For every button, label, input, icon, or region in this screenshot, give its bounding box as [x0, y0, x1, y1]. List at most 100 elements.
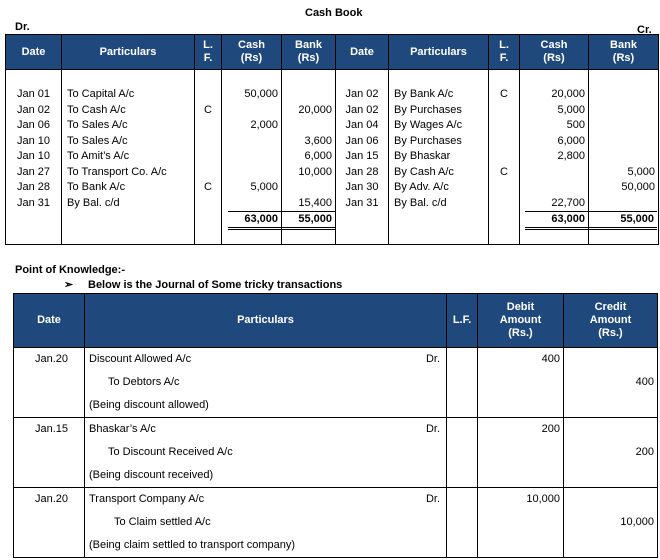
- debit-row-particulars: To Sales A/c: [67, 134, 128, 147]
- credit-amount: 200: [635, 446, 654, 458]
- credit-row-cash: [520, 180, 585, 196]
- debit-row-cash: [222, 196, 278, 212]
- debit-row-date: Jan 28: [16, 181, 51, 193]
- journal-header-debit: Debit Amount (Rs.): [477, 293, 564, 348]
- credit-row-particulars: By Purchases: [394, 103, 462, 116]
- credit-row-cash: [520, 165, 585, 181]
- debit-row-lf: [195, 196, 221, 212]
- debit-row-lf: [195, 149, 221, 165]
- debit-row-lf: [195, 165, 221, 181]
- debit-row-particulars: To Capital A/c: [67, 88, 135, 100]
- credit-row-cash: 500: [566, 119, 585, 131]
- journal-entry: Jan.15 Bhaskar’s A/c Dr. To Discount Receiv…: [13, 417, 658, 488]
- entry-date: Jan.20: [34, 493, 68, 505]
- entry-date: Jan.20: [34, 353, 68, 365]
- journal-table: Date Particulars L.F. Debit Amount (Rs.)…: [13, 293, 658, 558]
- credit-row-particulars: By Adv. A/c: [394, 181, 449, 193]
- journal-entry: Jan.20 Transport Company A/c Dr. To Claim s…: [13, 487, 658, 558]
- entry-date: Jan.15: [34, 423, 68, 435]
- credit-row-cash: 20,000: [551, 88, 585, 100]
- credit-row-date: Jan 04: [345, 119, 379, 131]
- debit-amount: 200: [541, 423, 560, 435]
- credit-row-bank: [589, 134, 655, 150]
- debit-row-cash: [222, 165, 278, 181]
- dr-bank-total: 55,000: [281, 211, 335, 230]
- debit-row-bank: 15,400: [298, 196, 332, 209]
- header-bank-cr: Bank (Rs): [588, 34, 659, 70]
- bullet-icon: ➢: [64, 279, 74, 291]
- credit-row-cash: 5,000: [557, 103, 585, 116]
- credit-row-cash: 22,700: [551, 196, 585, 209]
- header-particulars: Particulars: [61, 34, 195, 70]
- debit-amount: 400: [541, 353, 560, 365]
- debit-row-date: Jan 31: [16, 196, 51, 209]
- credit-row-lf: [489, 103, 519, 119]
- header-cash-cr: Cash (Rs): [519, 34, 589, 70]
- credit-row-cash: 2,800: [557, 150, 585, 162]
- credit-row-date: Jan 02: [345, 88, 379, 100]
- debit-row-date: Jan 02: [16, 103, 51, 116]
- header-date-cr: Date: [335, 34, 389, 70]
- credit-row-lf: [489, 196, 519, 212]
- debit-account: Transport Company A/c: [89, 493, 205, 505]
- debit-row-particulars: By Bal. c/d: [67, 196, 120, 209]
- debit-row-bank: 6,000: [304, 150, 332, 162]
- debit-row-bank: [282, 87, 332, 103]
- debit-amount: 10,000: [526, 493, 560, 505]
- credit-row-lf: C: [500, 88, 508, 100]
- debit-row-date: Jan 10: [16, 134, 51, 147]
- cr-bank-total: 55,000: [588, 211, 657, 230]
- credit-row-particulars: By Bhaskar: [394, 150, 451, 162]
- debit-row-particulars: To Bank A/c: [67, 181, 126, 193]
- debit-row-bank: 3,600: [304, 134, 332, 147]
- credit-account: To Debtors A/c: [108, 376, 180, 388]
- credit-row-lf: [489, 149, 519, 165]
- debit-row-lf: [195, 134, 221, 150]
- credit-row-particulars: By Cash A/c: [394, 165, 454, 178]
- debit-row-bank: [282, 180, 332, 196]
- debit-account: Bhaskar’s A/c: [89, 423, 156, 435]
- credit-row-bank: [589, 149, 655, 165]
- credit-row-bank: [589, 87, 655, 103]
- credit-row-particulars: By Purchases: [394, 134, 462, 147]
- debit-row-date: Jan 01: [16, 88, 51, 100]
- knowledge-subheading: Below is the Journal of Some tricky tran…: [88, 279, 343, 291]
- credit-row-particulars: By Wages A/c: [394, 119, 463, 131]
- debit-row-bank: 20,000: [298, 103, 332, 116]
- header-particulars-cr: Particulars: [388, 34, 489, 70]
- header-lf-cr: L. F.: [488, 34, 520, 70]
- dr-cash-total: 63,000: [228, 211, 281, 230]
- credit-account: To Claim settled A/c: [114, 516, 211, 528]
- credit-account: To Discount Received A/c: [108, 446, 233, 458]
- dr-label: Dr.: [15, 21, 30, 33]
- debit-row-lf: [195, 118, 221, 134]
- debit-row-lf: [195, 87, 221, 103]
- cash-book-table: Date Particulars L. F. Cash (Rs) Bank (R…: [5, 34, 659, 245]
- debit-row-date: Jan 06: [16, 119, 51, 131]
- credit-row-bank: [589, 196, 655, 212]
- journal-header-date: Date: [13, 293, 85, 348]
- debit-row-lf: C: [204, 103, 212, 116]
- header-date: Date: [5, 34, 62, 70]
- credit-row-lf: [489, 180, 519, 196]
- credit-row-lf: C: [500, 165, 508, 178]
- debit-row-cash: [222, 149, 278, 165]
- credit-row-lf: [489, 134, 519, 150]
- debit-row-bank: [282, 118, 332, 134]
- dr-marker: Dr.: [425, 353, 440, 365]
- cash-book-title: Cash Book: [305, 7, 363, 19]
- credit-amount: 400: [635, 376, 654, 388]
- header-cash: Cash (Rs): [221, 34, 282, 70]
- debit-row-date: Jan 10: [16, 150, 51, 162]
- debit-account: Discount Allowed A/c: [89, 353, 192, 365]
- debit-row-particulars: To Cash A/c: [67, 103, 126, 116]
- journal-entry: Jan.20 Discount Allowed A/c Dr. To Debtors …: [13, 347, 658, 418]
- debit-row-cash: [222, 103, 278, 119]
- credit-row-particulars: By Bal. c/d: [394, 196, 447, 209]
- debit-row-cash: [222, 134, 278, 150]
- credit-row-particulars: By Bank A/c: [394, 88, 454, 100]
- credit-row-bank: [589, 118, 655, 134]
- debit-row-date: Jan 27: [16, 165, 51, 178]
- debit-row-particulars: To Amit’s A/c: [67, 150, 130, 162]
- credit-row-date: Jan 28: [345, 165, 379, 178]
